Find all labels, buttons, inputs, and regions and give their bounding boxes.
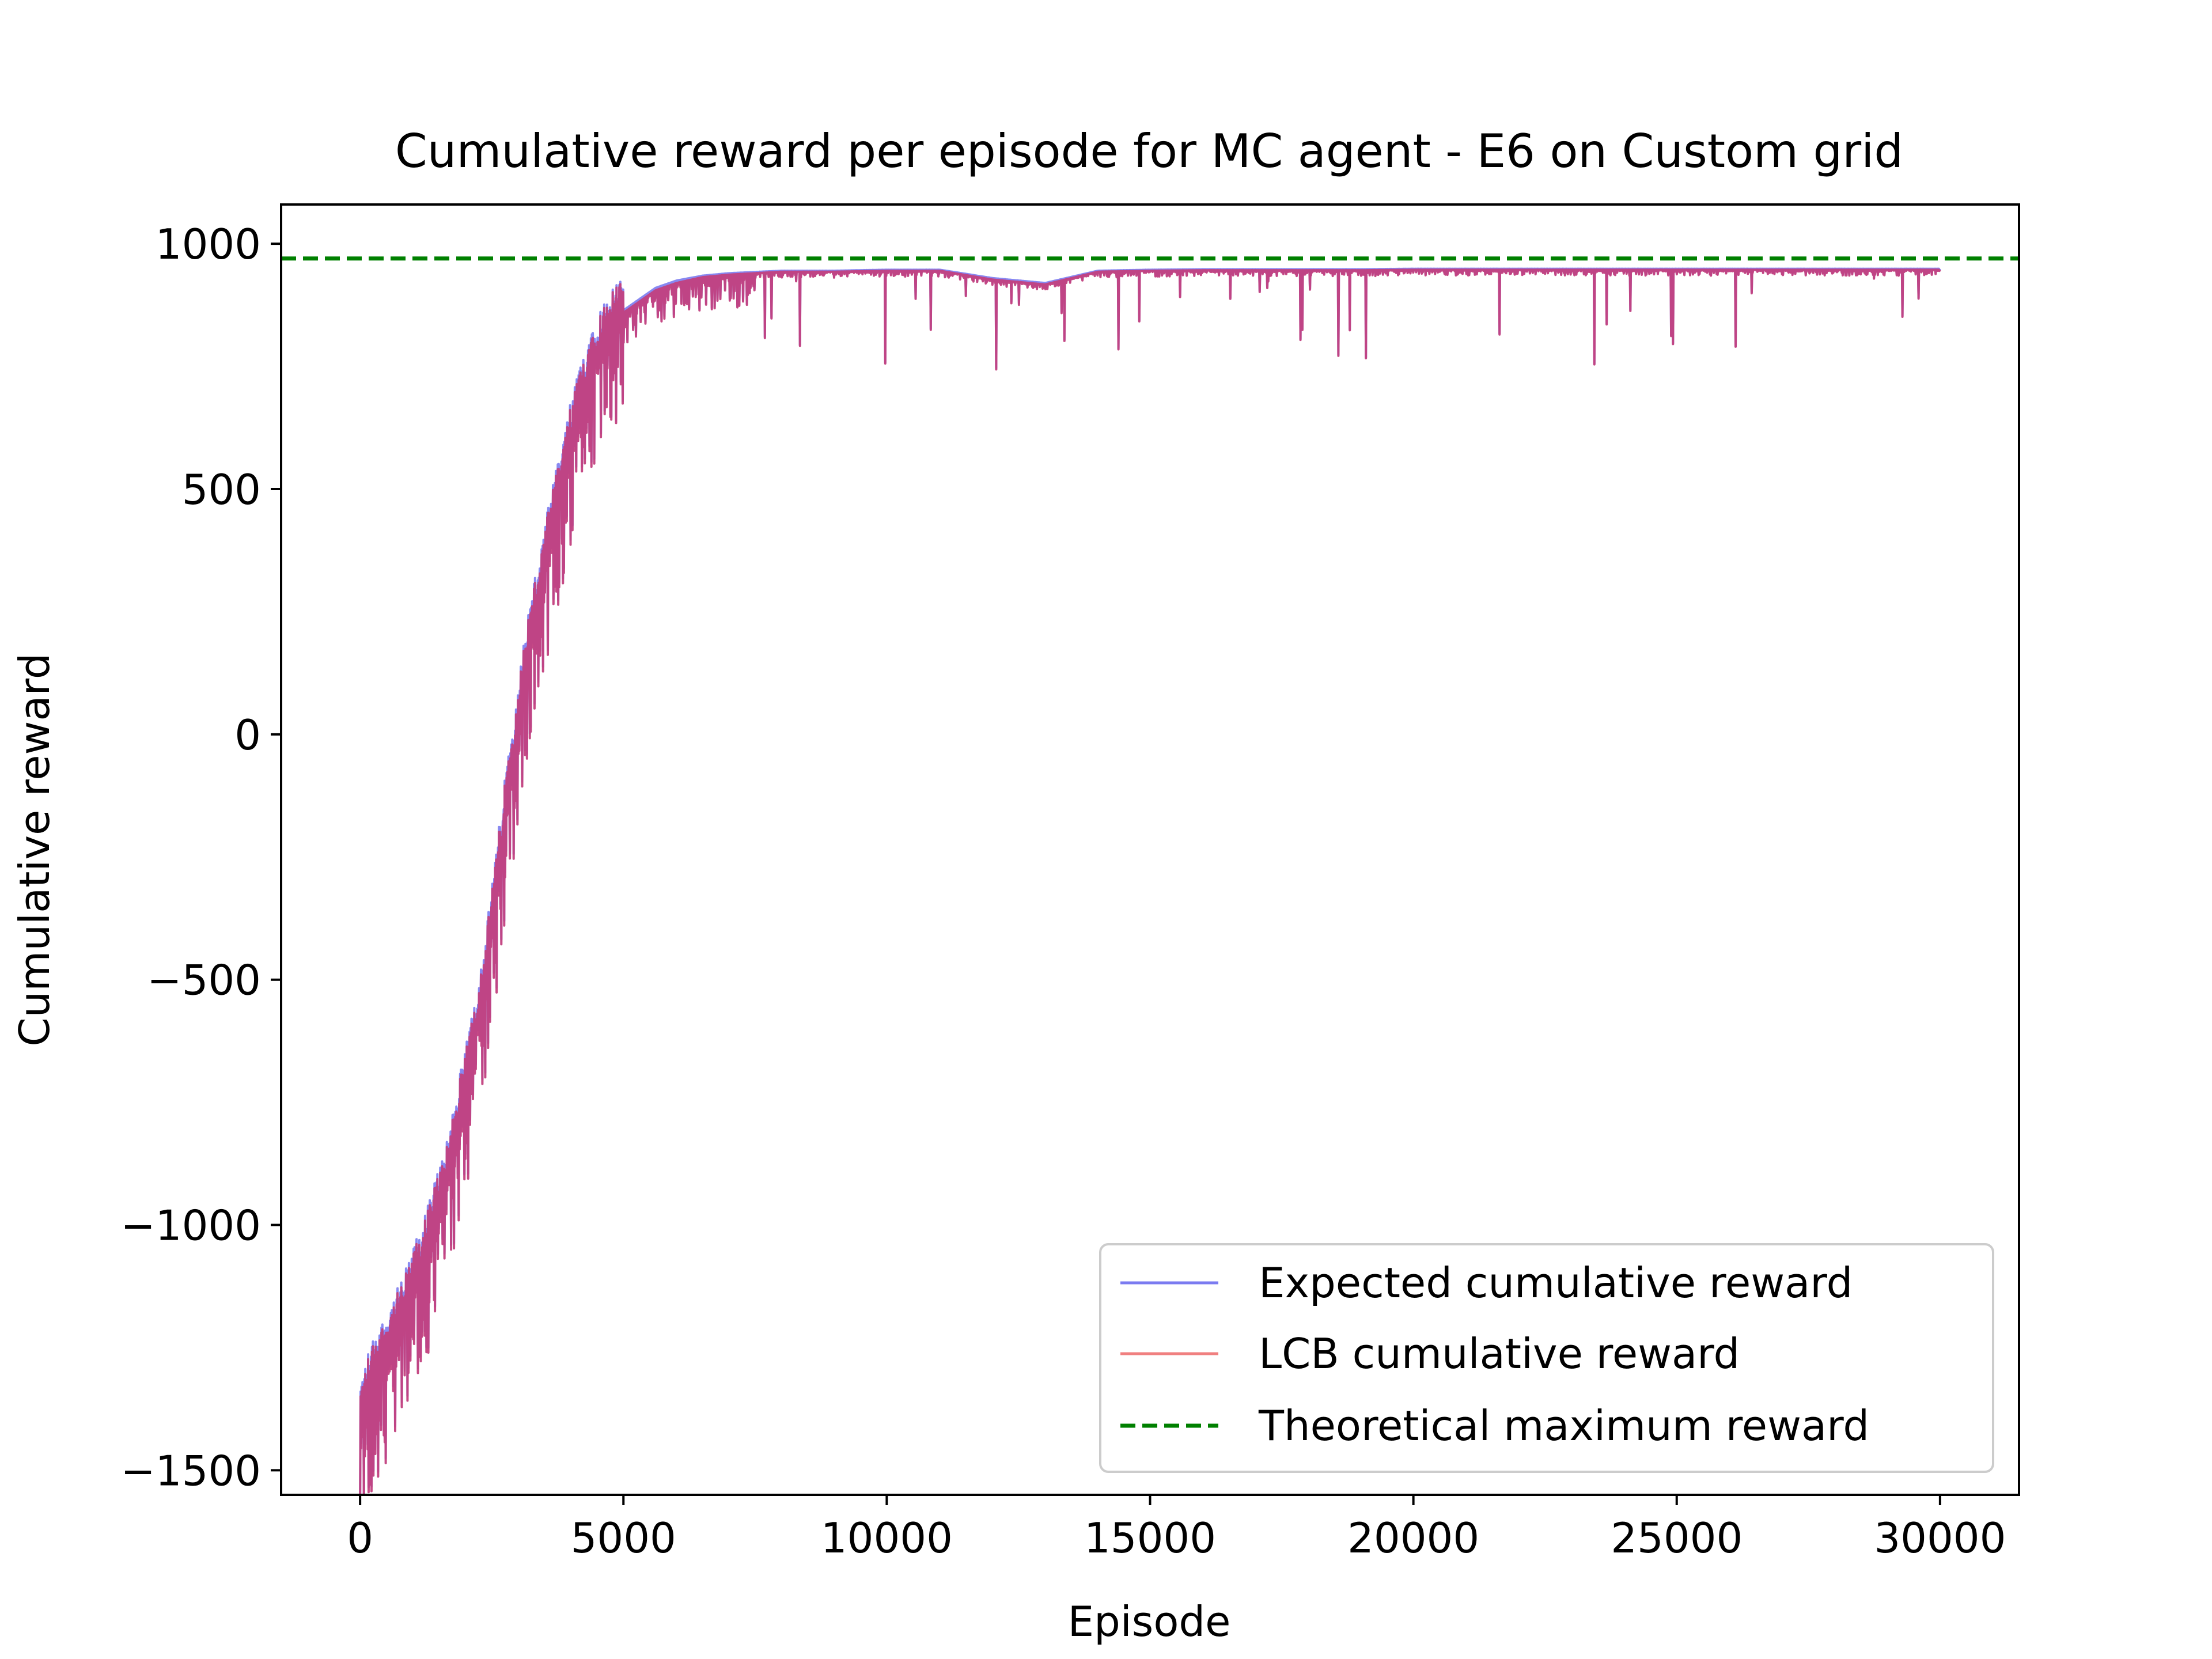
legend-label-lcb: LCB cumulative reward [1259, 1330, 1740, 1378]
y-tick-label: 1000 [156, 220, 261, 268]
legend: Expected cumulative reward LCB cumulativ… [1099, 1243, 1994, 1473]
chart-title: Cumulative reward per episode for MC age… [395, 124, 1903, 178]
x-tick-label: 20000 [1347, 1514, 1479, 1562]
x-tick-label: 5000 [571, 1514, 676, 1562]
axes-frame [280, 203, 2020, 1496]
plot-area [281, 256, 2019, 1495]
x-tick-label: 0 [347, 1514, 373, 1562]
y-tick-label: −500 [147, 956, 261, 1005]
y-tick-label: −1000 [120, 1202, 261, 1250]
x-tick-label: 15000 [1084, 1514, 1216, 1562]
legend-box [1099, 1243, 1994, 1473]
axis-ticks: 0 5000 10000 15000 20000 25000 30000−1500−1000… [120, 220, 2006, 1562]
y-axis-label: Cumulative reward [10, 653, 59, 1046]
x-axis-label: Episode [1068, 1597, 1231, 1646]
y-tick-label: 0 [234, 711, 261, 759]
x-tick-label: 25000 [1611, 1514, 1743, 1562]
y-tick-label: 500 [182, 465, 261, 514]
x-tick-label: 10000 [821, 1514, 953, 1562]
y-tick-label: −1500 [120, 1446, 261, 1495]
series-line-lcb [359, 268, 1941, 1495]
x-tick-label: 30000 [1874, 1514, 2006, 1562]
legend-label-theoretical: Theoretical maximum reward [1258, 1402, 1869, 1450]
legend-label-expected: Expected cumulative reward [1259, 1259, 1853, 1307]
